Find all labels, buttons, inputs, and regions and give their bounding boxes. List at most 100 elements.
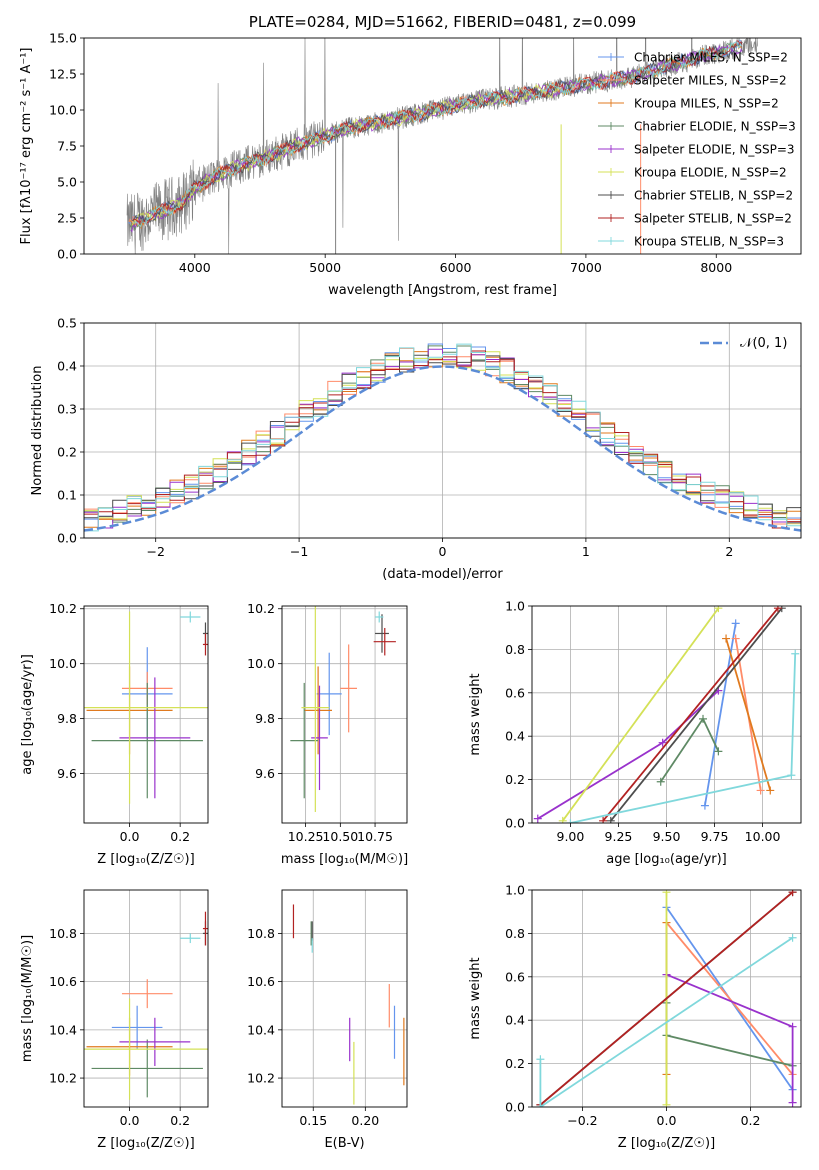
x-tick-label: 5000 bbox=[309, 260, 341, 275]
weight-marker bbox=[756, 786, 765, 795]
weight-line-chabrier-miles bbox=[704, 623, 737, 806]
x-tick-label: 0.0 bbox=[120, 1113, 140, 1128]
axes-frame bbox=[531, 605, 802, 824]
plot-area bbox=[84, 911, 208, 1100]
y-tick-label: 0.2 bbox=[505, 1056, 525, 1071]
weight-line-kroupa-miles bbox=[725, 638, 772, 791]
weight-marker bbox=[536, 1055, 545, 1064]
y-tick-label: 1.0 bbox=[505, 599, 525, 614]
weight-line-kroupa-stelib bbox=[570, 653, 797, 823]
y-tick-label: 0.8 bbox=[505, 642, 525, 657]
weight-marker bbox=[606, 816, 615, 823]
y-tick-label: 1.0 bbox=[505, 883, 525, 898]
x-tick-label: 8000 bbox=[700, 260, 732, 275]
x-tick-label: 10.25 bbox=[288, 829, 324, 844]
plot-area bbox=[290, 606, 396, 813]
x-tick-label: 10.00 bbox=[745, 829, 781, 844]
mass-weight-vs-age-panel: 9.00 9.25 9.50 9.75 10.00 0.0 0.2 0.4 0.6 0.8 1.0 a… bbox=[468, 599, 802, 867]
x-axis-label: Z [log₁₀(Z/Z☉)] bbox=[97, 852, 194, 867]
weight-line-salpeter-stelib bbox=[539, 891, 794, 1106]
y-axis-label: age [log₁₀(age/yr)] bbox=[20, 654, 35, 775]
y-tick-label: 0.8 bbox=[505, 926, 525, 941]
x-tick-label: 0.2 bbox=[741, 1113, 761, 1128]
y-tick-label: 10.4 bbox=[49, 1022, 77, 1037]
weight-line-salpeter-miles bbox=[665, 921, 794, 1076]
weight-marker bbox=[699, 714, 708, 723]
x-tick-label: 0.20 bbox=[351, 1113, 379, 1128]
x-axis-label: Z [log₁₀(Z/Z☉)] bbox=[97, 1136, 194, 1151]
weight-marker bbox=[656, 777, 665, 786]
x-axis-label: E(B-V) bbox=[324, 1136, 364, 1151]
weight-line-salpeter-elodie bbox=[666, 973, 794, 1103]
weight-marker bbox=[791, 649, 800, 658]
weight-marker bbox=[658, 738, 667, 747]
weight-marker bbox=[731, 619, 740, 628]
x-tick-label: 9.25 bbox=[605, 829, 633, 844]
weight-marker bbox=[766, 786, 775, 795]
histogram-kroupa-elodie bbox=[84, 351, 801, 525]
y-tick-label: 0.0 bbox=[505, 816, 525, 831]
x-tick-label: 7000 bbox=[570, 260, 602, 275]
y-tick-label: 0.1 bbox=[57, 488, 77, 503]
weight-marker bbox=[662, 890, 671, 897]
mass-vs-ebv-panel: 0.15 0.20 10.2 10.4 10.6 10.8 E(B-V) bbox=[247, 889, 408, 1151]
weight-marker bbox=[788, 1022, 797, 1031]
axes-frame bbox=[531, 889, 802, 1108]
y-axis-label: Normed distribution bbox=[30, 366, 45, 496]
x-tick-label: 0.2 bbox=[170, 829, 190, 844]
y-tick-label: 10.2 bbox=[247, 601, 275, 616]
plot-area bbox=[84, 343, 801, 532]
y-tick-label: 9.8 bbox=[57, 711, 77, 726]
y-tick-label: 0.0 bbox=[57, 531, 77, 546]
plot-area bbox=[292, 904, 405, 1105]
legend-entry: Chabrier STELIB, N_SSP=2 bbox=[634, 189, 793, 203]
plot-area bbox=[533, 606, 800, 823]
legend-entry: Chabrier ELODIE, N_SSP=3 bbox=[634, 120, 796, 134]
x-tick-label: 2 bbox=[725, 544, 733, 559]
y-tick-label: 0.6 bbox=[505, 969, 525, 984]
y-tick-label: 2.5 bbox=[57, 211, 77, 226]
y-axis-label: mass [log₁₀(M/M☉)] bbox=[20, 935, 35, 1062]
legend-entry: Kroupa STELIB, N_SSP=3 bbox=[634, 235, 784, 249]
x-axis-label: mass [log₁₀(M/M☉)] bbox=[281, 852, 408, 867]
x-tick-label: −0.2 bbox=[567, 1113, 597, 1128]
x-tick-label: 4000 bbox=[179, 260, 211, 275]
y-tick-label: 9.6 bbox=[57, 766, 77, 781]
x-axis-label: age [log₁₀(age/yr)] bbox=[606, 852, 727, 867]
x-tick-label: 0.0 bbox=[657, 1113, 677, 1128]
weight-marker bbox=[599, 816, 608, 823]
mass-vs-z-panel: 0.0 0.2 10.2 10.4 10.6 10.8 Z [log₁₀(Z/Z☉)] mas… bbox=[20, 889, 209, 1151]
weight-marker bbox=[536, 1103, 545, 1107]
weight-line-chabrier-elodie bbox=[665, 1002, 793, 1067]
weight-line-kroupa-elodie bbox=[561, 607, 720, 822]
y-tick-label: 9.8 bbox=[255, 711, 275, 726]
x-tick-label: 10.50 bbox=[322, 829, 358, 844]
x-tick-label: 6000 bbox=[440, 260, 472, 275]
y-tick-label: 7.5 bbox=[57, 139, 77, 154]
y-tick-label: 15.0 bbox=[49, 31, 77, 46]
x-tick-label: 9.75 bbox=[701, 829, 729, 844]
x-tick-label: 9.50 bbox=[653, 829, 681, 844]
y-tick-label: 0.6 bbox=[505, 685, 525, 700]
axes-frame bbox=[83, 605, 209, 824]
weight-marker bbox=[773, 606, 782, 613]
weight-marker bbox=[788, 1098, 797, 1107]
age-vs-z-panel: 0.0 0.2 9.6 9.8 10.0 10.2 Z [log₁₀(Z/Z☉)] age [… bbox=[20, 601, 209, 867]
y-tick-label: 10.0 bbox=[49, 656, 77, 671]
weight-marker bbox=[566, 819, 575, 823]
weight-line-chabrier-stelib bbox=[610, 607, 783, 822]
y-tick-label: 0.3 bbox=[57, 402, 77, 417]
y-tick-label: 10.0 bbox=[49, 103, 77, 118]
x-tick-label: −2 bbox=[146, 544, 164, 559]
y-tick-label: 0.5 bbox=[57, 316, 77, 331]
axes-frame bbox=[281, 605, 408, 824]
y-axis-label: mass weight bbox=[468, 957, 483, 1039]
weight-marker bbox=[788, 890, 797, 897]
y-tick-label: 0.0 bbox=[57, 247, 77, 262]
x-tick-label: 1 bbox=[582, 544, 590, 559]
weight-marker bbox=[700, 801, 709, 810]
weight-marker bbox=[714, 606, 723, 613]
y-tick-label: 0.4 bbox=[505, 729, 525, 744]
y-tick-label: 10.8 bbox=[247, 926, 275, 941]
y-tick-label: 5.0 bbox=[57, 175, 77, 190]
